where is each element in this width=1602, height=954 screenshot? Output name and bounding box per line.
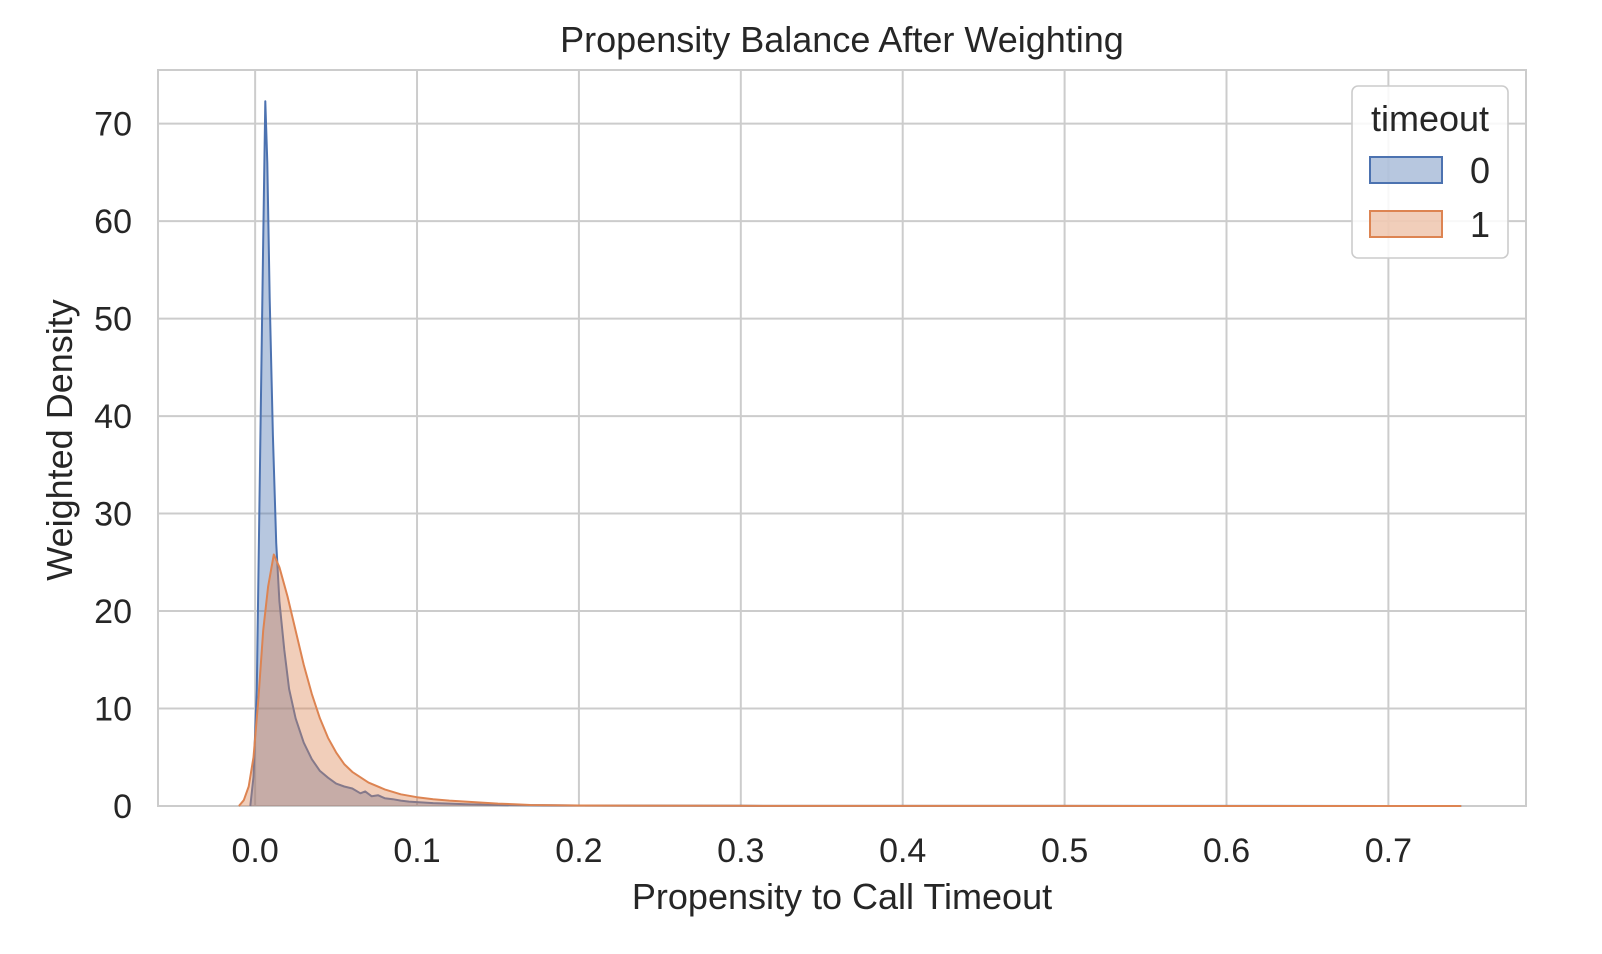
x-tick-label: 0.0 (232, 832, 279, 870)
x-tick-label: 0.4 (879, 832, 926, 870)
legend-label-1: 1 (1470, 204, 1490, 245)
x-tick-label: 0.3 (717, 832, 764, 870)
legend-title: timeout (1371, 98, 1489, 139)
x-tick-label: 0.5 (1041, 832, 1088, 870)
y-tick-label: 70 (94, 106, 132, 144)
y-axis-ticks: 0 10 20 30 40 50 60 70 (94, 106, 132, 826)
y-tick-label: 30 (94, 496, 132, 534)
series-layer (238, 100, 1462, 807)
plot-area (157, 69, 1527, 807)
legend: timeout 0 1 (1351, 85, 1509, 259)
x-tick-label: 0.1 (393, 832, 440, 870)
legend-label-0: 0 (1470, 150, 1490, 191)
x-tick-label: 0.2 (555, 832, 602, 870)
y-tick-label: 50 (94, 301, 132, 339)
y-tick-label: 40 (94, 398, 132, 436)
x-axis-ticks: 0.0 0.1 0.2 0.3 0.4 0.5 0.6 0.7 (232, 832, 1413, 870)
density-area-series-1 (238, 554, 1462, 806)
density-line-series-1 (238, 553, 1462, 807)
y-tick-label: 10 (94, 691, 132, 729)
legend-swatch-0 (1369, 156, 1443, 184)
y-tick-label: 0 (113, 788, 132, 826)
x-tick-label: 0.6 (1203, 832, 1250, 870)
y-tick-label: 20 (94, 593, 132, 631)
x-axis-label: Propensity to Call Timeout (632, 876, 1052, 917)
gridlines (158, 70, 1526, 807)
y-tick-label: 60 (94, 203, 132, 241)
y-axis-label: Weighted Density (39, 299, 80, 580)
legend-box (1351, 85, 1509, 259)
x-tick-label: 0.7 (1365, 832, 1412, 870)
chart-title: Propensity Balance After Weighting (560, 19, 1124, 60)
legend-swatch-1 (1369, 210, 1443, 238)
